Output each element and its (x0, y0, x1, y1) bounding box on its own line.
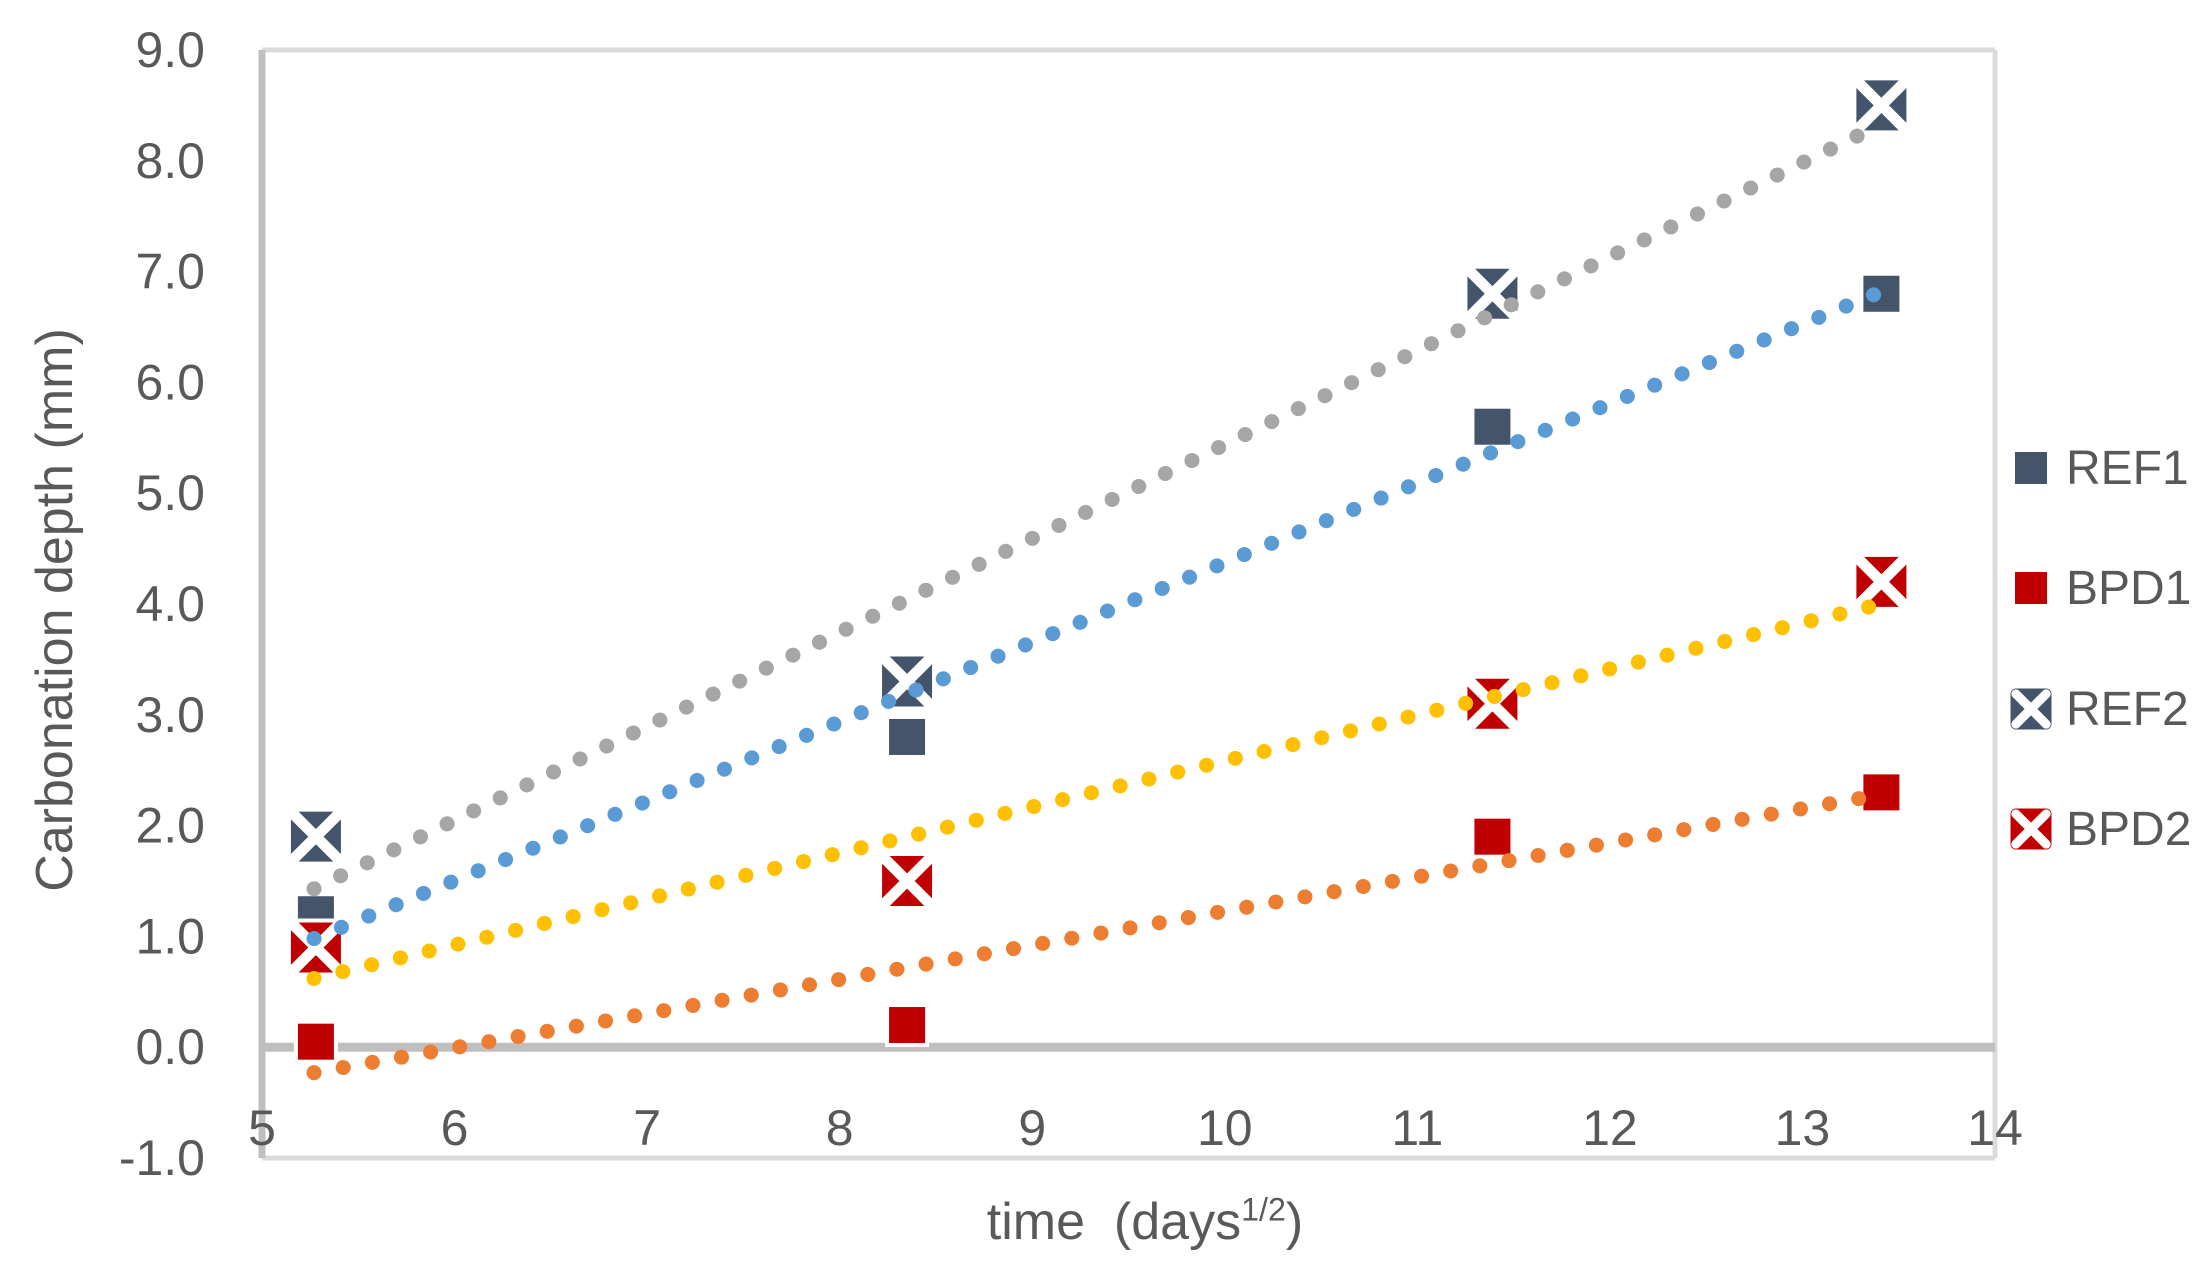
bpd1-data-marker (885, 1003, 930, 1048)
bpd1-data-marker (293, 1019, 338, 1064)
y-tick-label: 8.0 (135, 133, 205, 189)
legend-item-bpd1: BPD1 (2008, 556, 2191, 620)
x-tick-label: 8 (826, 1100, 854, 1156)
x-axis-title-text: time (days (986, 1193, 1242, 1251)
legend-marker (2010, 808, 2052, 850)
x-tick-label: 11 (1391, 1100, 1443, 1156)
x-tick-label: 7 (633, 1100, 661, 1156)
legend-label: REF2 (2066, 682, 2189, 736)
ref1-trendline (306, 284, 1889, 947)
x-tick-label: 6 (441, 1100, 469, 1156)
legend-item-bpd2: BPD2 (2008, 797, 2191, 861)
legend-marker (2015, 572, 2047, 604)
y-tick-label: -1.0 (119, 1130, 205, 1186)
legend-item-ref1: REF1 (2008, 436, 2189, 500)
y-tick-label: 0.0 (135, 1019, 205, 1075)
ref2-data-marker (286, 807, 345, 866)
ref2-data-marker (1852, 76, 1911, 135)
x-tick-label: 14 (1967, 1100, 2023, 1156)
x-tick-label: 5 (248, 1100, 276, 1156)
x-tick-label: 13 (1775, 1100, 1831, 1156)
bpd2-data-marker (1852, 552, 1911, 611)
y-tick-label: 1.0 (135, 908, 205, 964)
ref2-data-marker (1463, 264, 1522, 323)
bpd2-data-marker (878, 852, 937, 910)
legend-item-ref2: REF2 (2008, 677, 2189, 741)
y-tick-label: 9.0 (135, 22, 205, 78)
bpd1-data-marker (1859, 770, 1904, 815)
y-tick-label: 7.0 (135, 244, 205, 300)
legend-marker (2015, 452, 2047, 484)
square-marker-icon (2008, 445, 2054, 491)
x-tick-label: 12 (1582, 1100, 1638, 1156)
legend-label: BPD2 (2066, 802, 2192, 856)
y-tick-label: 3.0 (135, 687, 205, 743)
y-axis-title: Carbonation depth (mm) (26, 328, 84, 892)
y-tick-label: 2.0 (135, 798, 205, 854)
x-square-marker-icon (2008, 806, 2054, 852)
ref1-data-marker (1470, 404, 1515, 449)
x-axis-title-suffix: ) (1285, 1193, 1304, 1251)
bpd1-data-marker (1470, 814, 1515, 859)
bpd1-trendline (306, 787, 1889, 1081)
legend-marker (2010, 688, 2052, 730)
legend-label: BPD1 (2066, 561, 2192, 615)
y-tick-label: 5.0 (135, 465, 205, 521)
ref1-data-marker (885, 714, 930, 759)
ref2-trendline (306, 116, 1889, 897)
x-axis-title: time (days1/2) (987, 1192, 1303, 1252)
legend-label: REF1 (2066, 441, 2189, 495)
y-tick-label: 4.0 (135, 576, 205, 632)
x-tick-label: 10 (1197, 1100, 1253, 1156)
x-axis-title-superscript: 1/2 (1241, 1191, 1286, 1228)
y-tick-label: 6.0 (135, 354, 205, 410)
x-tick-label: 9 (1018, 1100, 1046, 1156)
square-marker-icon (2008, 565, 2054, 611)
bpd2-trendline (306, 596, 1889, 987)
x-square-marker-icon (2008, 686, 2054, 732)
